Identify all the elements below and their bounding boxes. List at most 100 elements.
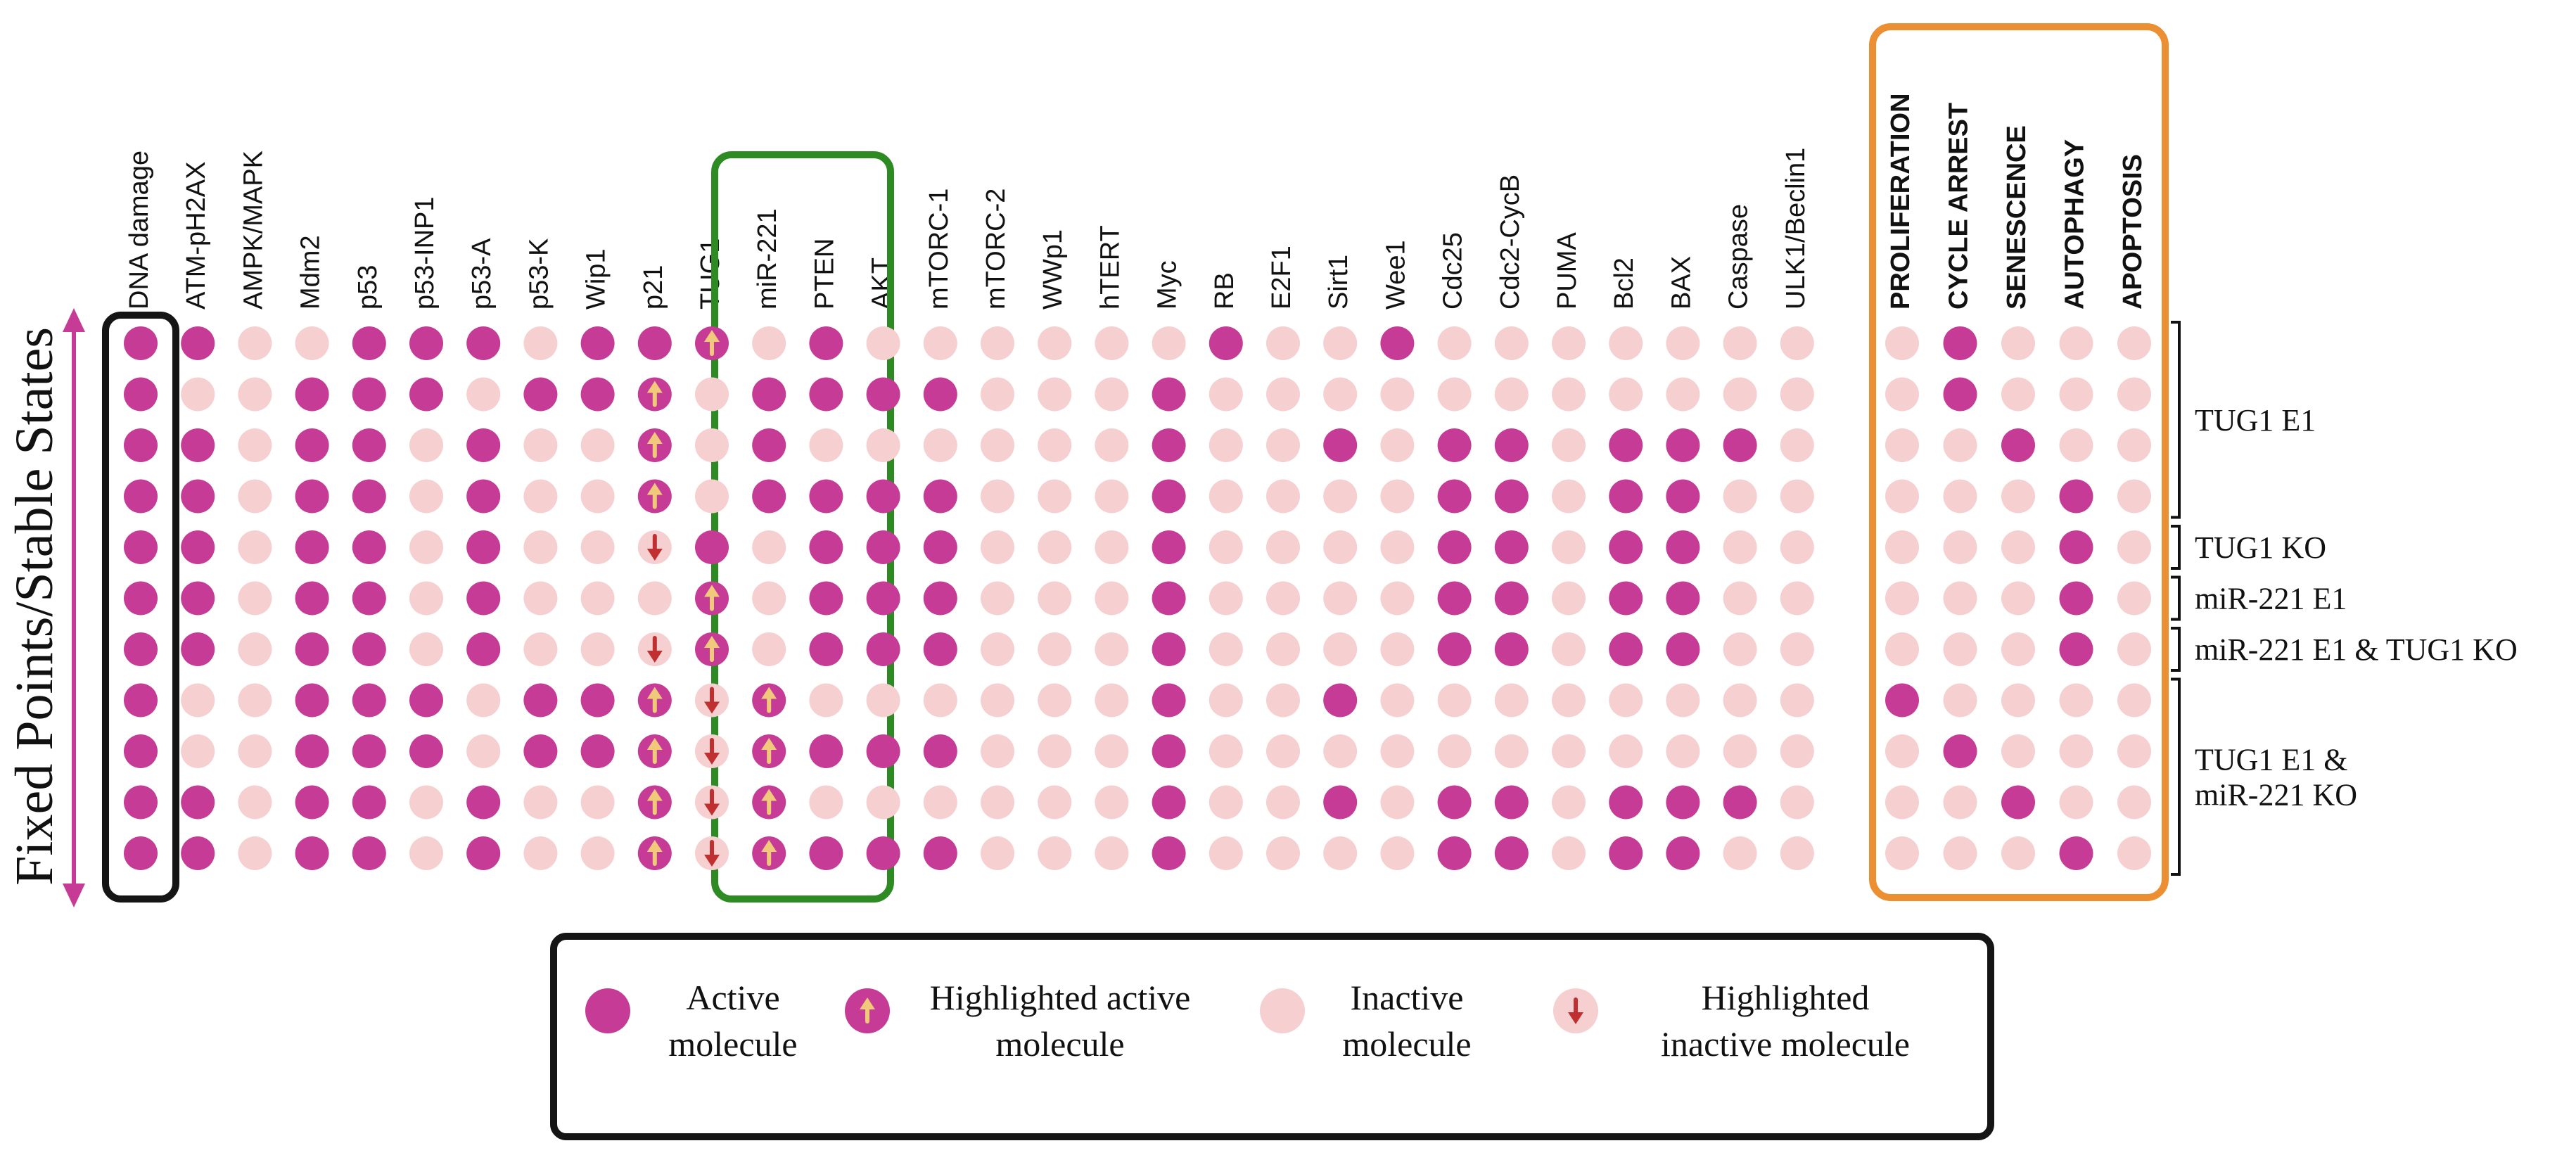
cell-mtorc-2	[981, 326, 1014, 360]
inactive-dot	[2059, 377, 2093, 412]
inactive-dot	[1885, 632, 1919, 666]
inactive-dot	[409, 530, 443, 564]
active-dot	[866, 581, 900, 616]
inactive-dot	[981, 785, 1014, 820]
cell-cycle-arrest	[1943, 785, 1977, 820]
cell-p53	[352, 326, 386, 360]
cell-htert	[1095, 581, 1129, 616]
inactive-dot	[238, 785, 272, 820]
cell-wwp1	[1038, 326, 1072, 360]
cell-ampk-mapk	[238, 326, 272, 360]
cell-cycle-arrest	[1943, 377, 1977, 412]
active-dot	[1666, 581, 1700, 616]
cell-wip1	[580, 530, 615, 564]
cell-p53-a	[466, 530, 501, 564]
cell-apoptosis	[2117, 785, 2151, 820]
inactive-dot	[2117, 836, 2151, 870]
cell-autophagy	[2059, 683, 2093, 718]
inactive-dot	[523, 326, 558, 360]
inactive-dot	[2059, 428, 2093, 462]
column-header-autophagy: AUTOPHAGY	[2060, 139, 2090, 310]
inactive-dot	[409, 479, 443, 514]
cell-apoptosis	[2117, 377, 2151, 412]
cell-sirt1	[1323, 734, 1358, 768]
inactive-dot	[1038, 683, 1072, 718]
cell-apoptosis	[2117, 683, 2151, 718]
inactive-dot	[1209, 428, 1243, 462]
inactive-dot	[1885, 581, 1919, 616]
cell-bcl2	[1609, 479, 1643, 514]
cell-p53-a	[466, 683, 501, 718]
cell-akt	[866, 785, 900, 820]
cell-proliferation	[1885, 530, 1919, 564]
cell-p53	[352, 530, 386, 564]
column-header-mtorc-2: mTORC-2	[981, 189, 1011, 310]
active-dot	[124, 632, 158, 666]
cell-p53	[352, 836, 386, 870]
cell-dna-damage	[124, 581, 158, 616]
inactive-dot	[1723, 632, 1757, 666]
group-mir-221-e1: miR-221 E1	[2171, 575, 2347, 621]
inactive-dot	[2117, 683, 2151, 718]
inactive-dot	[809, 683, 843, 718]
active-dot	[409, 683, 443, 718]
up-arrow-icon	[761, 687, 777, 713]
up-arrow-icon	[646, 432, 663, 458]
active-dot	[923, 530, 957, 564]
inactive-dot	[866, 683, 900, 718]
cell-caspase	[1723, 377, 1757, 412]
cell-puma	[1552, 683, 1586, 718]
inactive-dot	[1209, 581, 1243, 616]
legend-active-dot	[585, 988, 630, 1033]
inactive-dot	[1323, 632, 1358, 666]
cell-senescence	[2001, 581, 2035, 616]
cell-p53-k	[523, 785, 558, 820]
inactive-dot	[1038, 530, 1072, 564]
down-arrow-head	[704, 701, 720, 714]
inactive-dot	[2001, 326, 2035, 360]
cell-myc	[1152, 581, 1186, 616]
inactive-dot	[695, 479, 729, 514]
cell-p53-inp1	[409, 581, 443, 616]
cell-ampk-mapk	[238, 632, 272, 666]
cell-myc	[1152, 530, 1186, 564]
legend-highlighted-active-label: molecule	[995, 1024, 1124, 1064]
group-label: TUG1 KO	[2195, 530, 2326, 565]
inactive-dot	[1666, 377, 1700, 412]
inactive-dot	[752, 632, 786, 666]
inactive-dot	[1552, 581, 1586, 616]
cell-ampk-mapk	[238, 377, 272, 412]
cell-puma	[1552, 530, 1586, 564]
cell-p53-a	[466, 377, 501, 412]
cell-proliferation	[1885, 632, 1919, 666]
inactive-dot	[1609, 683, 1643, 718]
inactive-dot	[1494, 683, 1529, 718]
cell-akt	[866, 530, 900, 564]
cell-bax	[1666, 428, 1700, 462]
inactive-dot	[1266, 530, 1300, 564]
active-dot	[352, 581, 386, 616]
down-arrow-icon	[1568, 997, 1583, 1024]
cell-pten	[809, 734, 843, 768]
inactive-dot	[981, 326, 1014, 360]
cell-htert	[1095, 479, 1129, 514]
down-arrow-icon	[704, 840, 720, 867]
cell-htert	[1095, 734, 1129, 768]
cell-proliferation	[1885, 785, 1919, 820]
inactive-dot	[1380, 683, 1415, 718]
cell-senescence	[2001, 836, 2035, 870]
inactive-dot	[1266, 836, 1300, 870]
active-dot	[2001, 785, 2035, 820]
cell-e2f1	[1266, 326, 1300, 360]
cell-cdc2-cycb	[1494, 734, 1529, 768]
cell-puma	[1552, 632, 1586, 666]
inactive-dot	[981, 377, 1014, 412]
cell-pten	[809, 836, 843, 870]
up-arrow-head	[860, 997, 875, 1009]
active-dot	[1494, 632, 1529, 666]
active-dot	[752, 479, 786, 514]
inactive-dot	[1323, 530, 1358, 564]
cell-p53-a	[466, 785, 501, 820]
active-dot	[124, 326, 158, 360]
inactive-dot	[752, 326, 786, 360]
